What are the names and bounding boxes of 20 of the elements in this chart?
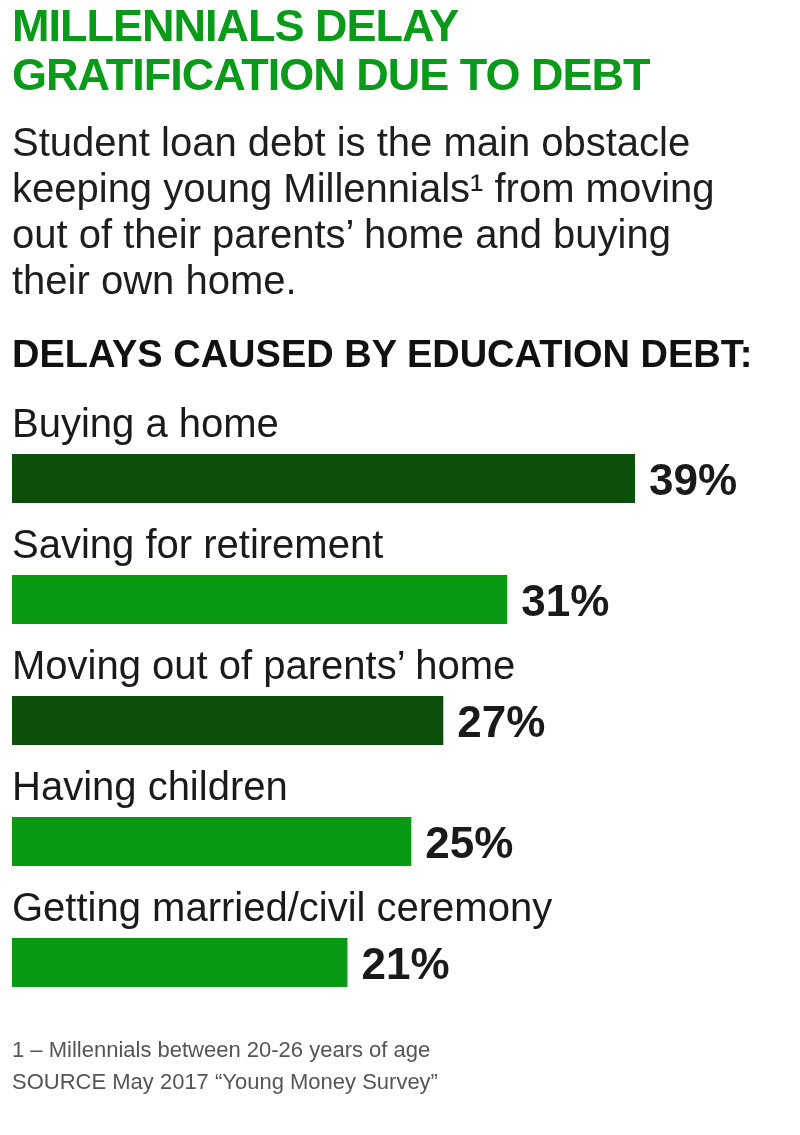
annotation: DELAYS CAUSED BY EDUCATION DEBT: [12, 332, 754, 376]
chart-subtitle: Student loan debt is the main obstacle keeping young Millennials¹ from moving out of their parents’ home and buying their own home. [12, 119, 716, 303]
y-tick-label: Saving for retirement [12, 522, 384, 566]
chart-title: MILLENNIALS DELAY GRATIFICATION DUE TO DEBT [12, 0, 651, 100]
data-label: 21% [361, 938, 450, 988]
y-tick-label: Getting married/civil ceremony [12, 885, 553, 929]
text: 1 – Millennials between 20-26 years of age [12, 1037, 432, 1063]
y-tick-label: Having children [12, 764, 288, 808]
y-tick-label: Moving out of parents’ home [12, 643, 516, 687]
bar [12, 938, 348, 987]
data-label: 39% [649, 454, 738, 504]
bar [12, 454, 635, 503]
y-tick-label: Buying a home [12, 401, 279, 445]
bar [12, 575, 508, 624]
data-label: 25% [425, 817, 514, 867]
data-label: 27% [457, 696, 546, 746]
data-label: 31% [521, 575, 610, 625]
bar [12, 817, 412, 866]
bar [12, 696, 444, 745]
source-note: SOURCE May 2017 “Young Money Survey” [12, 1069, 439, 1095]
